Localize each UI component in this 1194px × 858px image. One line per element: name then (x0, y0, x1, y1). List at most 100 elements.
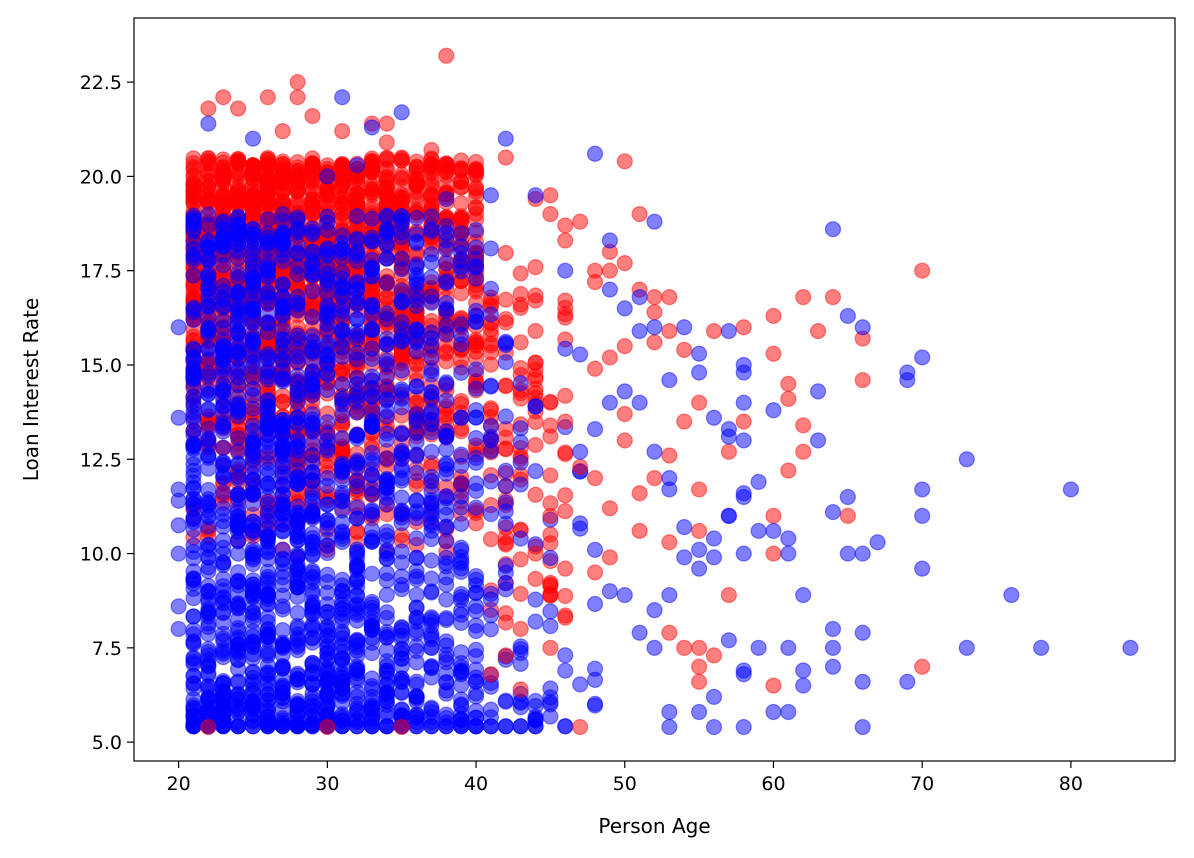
red-point (230, 167, 247, 184)
red-point (661, 447, 678, 464)
blue-point (824, 221, 842, 238)
blue-point (497, 462, 514, 479)
blue-point (200, 275, 217, 292)
blue-point (423, 269, 440, 286)
blue-point (497, 557, 514, 574)
blue-point (780, 530, 797, 547)
blue-point (438, 190, 455, 208)
blue-point (200, 319, 217, 336)
blue-point (676, 319, 693, 336)
red-point (542, 526, 559, 543)
red-point (557, 217, 574, 234)
blue-point (289, 383, 306, 400)
blue-point (185, 653, 202, 670)
blue-point (1033, 639, 1050, 656)
blue-point (705, 549, 723, 566)
red-point (289, 180, 306, 197)
blue-point (230, 485, 247, 502)
blue-point (527, 591, 544, 608)
red-point (557, 232, 574, 249)
blue-point (646, 213, 663, 230)
blue-point (438, 241, 455, 258)
red-point (616, 338, 633, 355)
blue-point (304, 634, 321, 651)
red-point (497, 314, 514, 331)
blue-point (230, 334, 247, 352)
blue-point (200, 447, 217, 464)
blue-point (363, 340, 381, 357)
blue-point (259, 225, 276, 242)
blue-point (408, 464, 425, 481)
blue-point (185, 368, 202, 385)
blue-point (691, 560, 708, 577)
blue-point (304, 447, 321, 464)
blue-point (289, 547, 306, 565)
red-point (691, 522, 708, 540)
red-point (497, 536, 514, 553)
blue-point (244, 262, 262, 279)
blue-point (586, 421, 604, 438)
blue-point (408, 549, 425, 566)
blue-point (185, 462, 202, 479)
blue-point (348, 604, 366, 621)
red-point (348, 171, 366, 188)
blue-point (363, 644, 381, 662)
red-point (334, 159, 351, 177)
blue-point (200, 647, 217, 664)
blue-point (363, 718, 381, 735)
blue-point (274, 478, 291, 495)
x-tick-label: 30 (315, 773, 339, 795)
blue-point (363, 565, 381, 582)
blue-point (304, 308, 321, 326)
blue-point (259, 496, 276, 513)
blue-point (348, 662, 366, 679)
blue-point (601, 394, 618, 411)
blue-point (215, 469, 232, 486)
red-point (616, 432, 633, 449)
red-point (527, 545, 544, 562)
blue-point (408, 673, 425, 690)
red-point (765, 345, 782, 362)
blue-point (958, 451, 975, 468)
blue-point (230, 599, 247, 616)
blue-point (408, 297, 425, 315)
blue-point (378, 336, 395, 353)
blue-point (244, 634, 262, 651)
y-axis-label: Loan Interest Rate (19, 298, 43, 482)
blue-point (244, 300, 262, 317)
blue-point (200, 368, 217, 385)
blue-point (720, 507, 737, 524)
blue-point (200, 351, 217, 368)
blue-point (289, 511, 306, 529)
red-point (453, 210, 470, 227)
blue-point (289, 667, 306, 684)
red-point (616, 153, 633, 170)
blue-point (274, 458, 291, 475)
blue-point (423, 517, 440, 534)
blue-point (735, 356, 752, 374)
blue-point (824, 620, 842, 638)
blue-point (735, 718, 752, 736)
blue-point (215, 484, 232, 501)
blue-point (274, 639, 291, 657)
blue-point (274, 522, 291, 539)
red-point (215, 190, 232, 207)
blue-point (497, 692, 514, 709)
blue-point (497, 477, 514, 495)
red-point (601, 349, 618, 366)
blue-point (899, 673, 916, 690)
red-point (482, 400, 500, 417)
blue-point (230, 286, 247, 303)
blue-point (765, 703, 782, 721)
red-point (705, 647, 723, 664)
red-point (363, 181, 381, 198)
blue-point (378, 545, 395, 562)
blue-point (348, 330, 366, 347)
blue-point (393, 426, 410, 443)
blue-point (676, 549, 693, 566)
blue-point (1122, 639, 1139, 656)
blue-point (378, 425, 395, 442)
red-point (378, 115, 395, 132)
blue-point (393, 619, 410, 637)
y-tick-label: 22.5 (80, 72, 122, 94)
